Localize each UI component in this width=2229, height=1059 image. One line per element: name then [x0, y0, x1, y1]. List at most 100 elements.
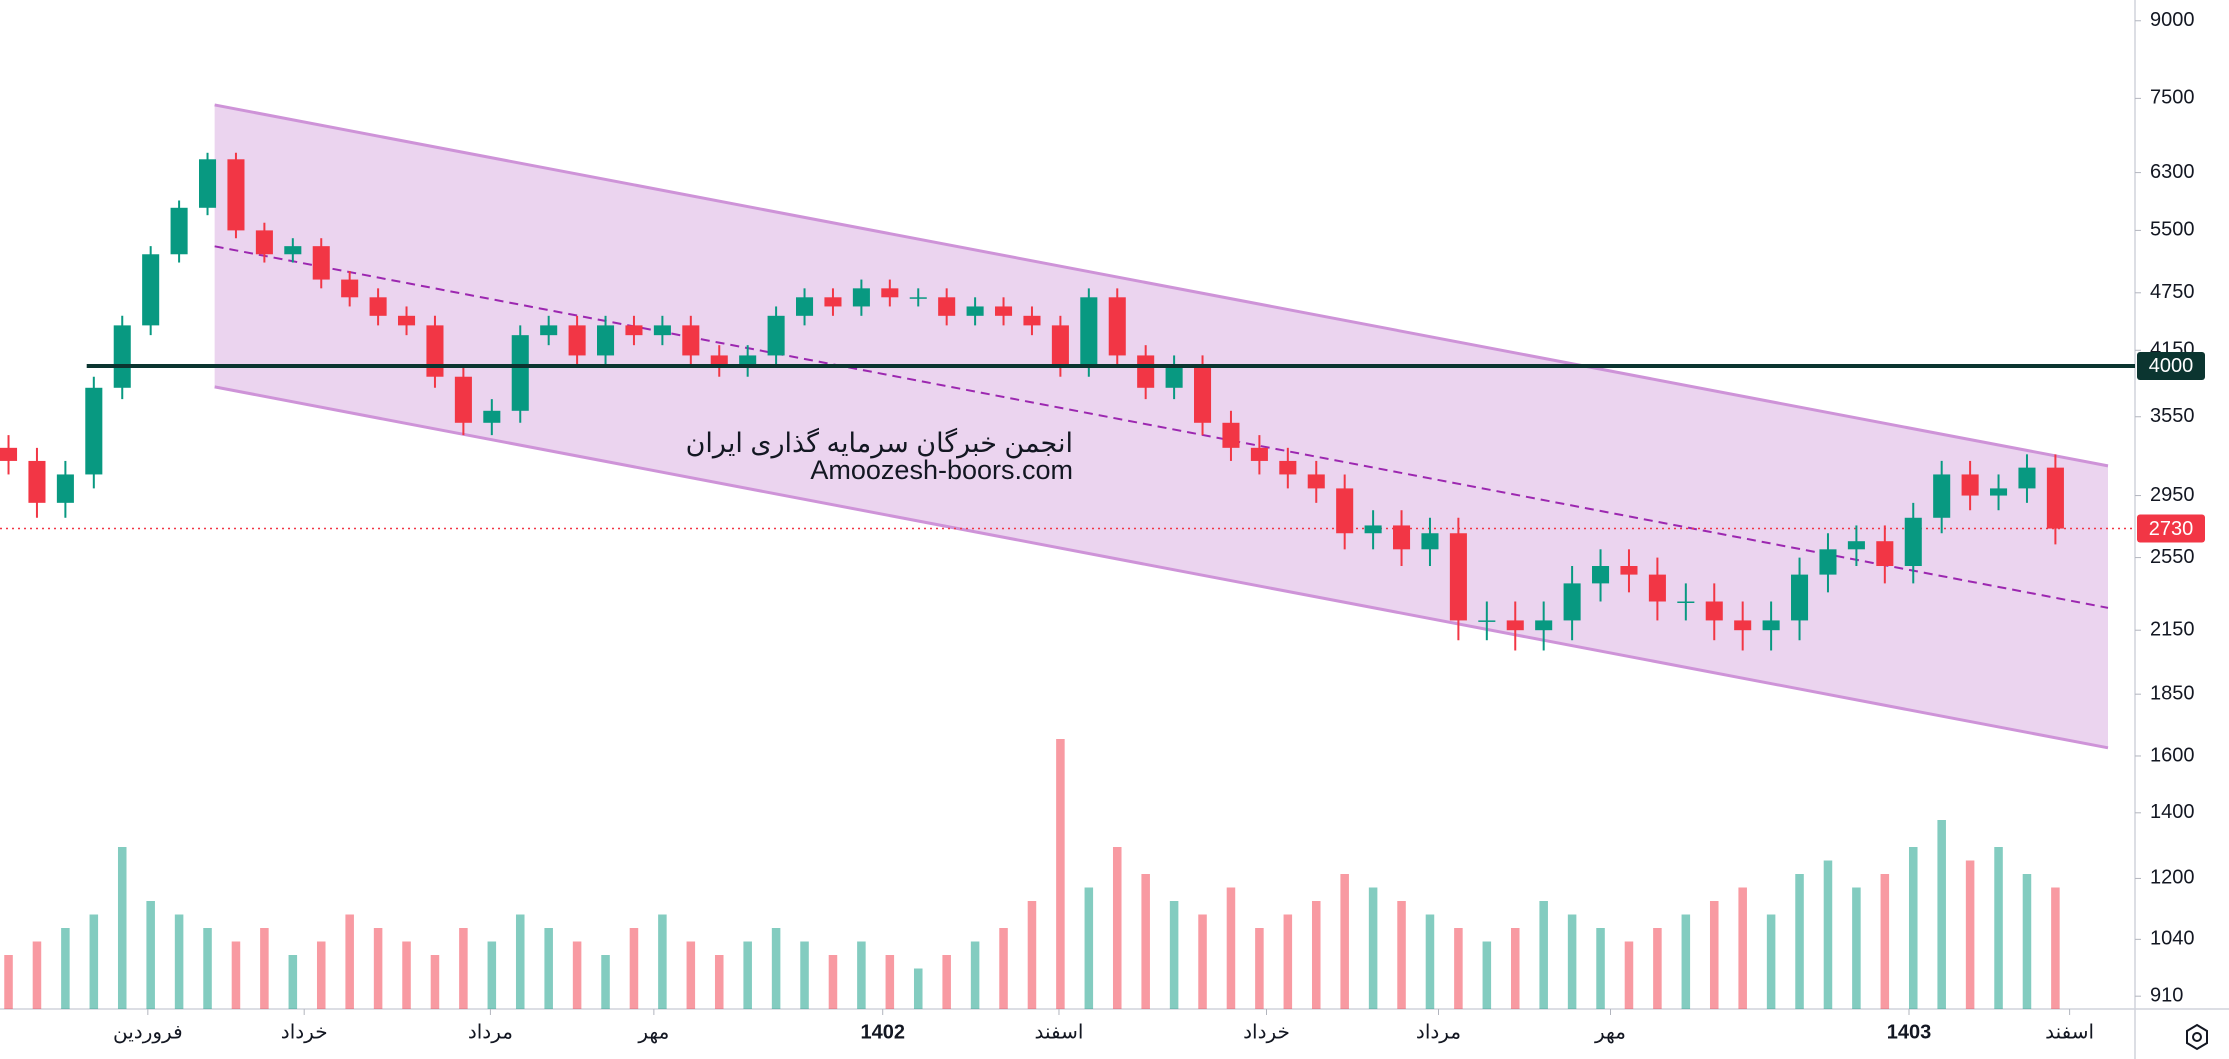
last-price-tag-bg: [2137, 514, 2205, 543]
volume-bar: [1596, 928, 1605, 1009]
volume-bar: [1823, 860, 1833, 1009]
watermark: Amoozesh-boors.com: [810, 455, 1073, 485]
volume-bar: [316, 941, 326, 1009]
volume-bar: [857, 941, 866, 1009]
candle-body: [1165, 365, 1183, 388]
candle-body: [56, 474, 74, 503]
x-tick-label: خرداد: [1243, 1021, 1290, 1043]
candle-body: [1393, 525, 1411, 550]
candle-body: [341, 279, 359, 298]
candle-body: [142, 254, 160, 326]
volume-bar: [686, 941, 696, 1009]
volume-bar: [629, 928, 639, 1009]
candle-body: [398, 315, 416, 326]
volume-bar: [1852, 887, 1861, 1009]
volume-bar: [89, 914, 99, 1009]
volume-bar: [402, 941, 411, 1009]
candle-body: [0, 447, 18, 461]
volume-bar: [260, 928, 269, 1009]
volume-bar: [1340, 874, 1349, 1009]
volume-bar: [2051, 887, 2060, 1009]
y-tick-label: 1040: [2150, 928, 2195, 950]
candle-body: [28, 460, 46, 503]
volume-bar: [1937, 820, 1946, 1009]
candle-body: [710, 355, 728, 366]
candle-body: [1961, 474, 1979, 496]
volume-bar: [1198, 914, 1207, 1009]
channel-lower: [214, 385, 2109, 750]
candle-body: [1449, 533, 1467, 621]
candle-body: [483, 410, 501, 423]
candle-body: [369, 297, 387, 316]
x-tick-label: مهر: [1594, 1021, 1626, 1043]
volume-bar: [1027, 901, 1037, 1009]
volume-bar: [942, 955, 951, 1009]
volume-bar: [459, 928, 468, 1009]
candle-body: [995, 306, 1013, 316]
candle-body: [767, 315, 785, 356]
volume-bar: [800, 941, 809, 1009]
candle-body: [1791, 574, 1809, 621]
volume-bar: [1255, 928, 1264, 1009]
volume-bar: [970, 941, 980, 1009]
volume-bar: [999, 928, 1008, 1009]
candle-body: [682, 325, 700, 356]
candle-body: [1194, 365, 1212, 423]
volume-bar: [373, 928, 383, 1009]
channel-midline: [214, 245, 2109, 609]
settings-icon[interactable]: [2186, 1023, 2208, 1051]
candle-body: [1705, 601, 1723, 621]
y-tick-label: 3550: [2150, 405, 2195, 427]
candle-body: [1080, 297, 1098, 366]
volume-bar: [487, 941, 497, 1009]
candle-body: [1364, 525, 1382, 534]
candle-body: [1478, 620, 1496, 622]
plot-area: [0, 103, 2135, 1009]
volume-bar: [1624, 941, 1634, 1009]
x-tick-label: 1403: [1887, 1021, 1932, 1043]
candle-body: [1762, 620, 1780, 631]
volume-bar: [771, 928, 781, 1009]
volume-bar: [1425, 914, 1435, 1009]
volume-bar: [515, 914, 525, 1009]
candle-body: [2018, 467, 2036, 489]
candle-body: [1904, 517, 1922, 567]
volume-bar: [430, 955, 440, 1009]
candle-body: [909, 297, 927, 299]
candle-body: [1535, 620, 1553, 631]
y-tick-label: 1200: [2150, 867, 2195, 889]
x-tick-label: مرداد: [468, 1021, 513, 1043]
candle-body: [1137, 355, 1155, 388]
volume-bar: [32, 941, 42, 1009]
last-price-tag: 2730: [2149, 518, 2194, 540]
candle-body: [1506, 620, 1524, 631]
volume-bar: [146, 901, 155, 1009]
x-tick-label: اسفند: [2045, 1021, 2094, 1043]
candle-body: [1250, 447, 1268, 461]
volume-bar: [1965, 860, 1975, 1009]
volume-bar: [1141, 874, 1150, 1009]
x-tick-label: اسفند: [1034, 1021, 1083, 1043]
candle-body: [1108, 297, 1126, 356]
candle-body: [966, 306, 984, 316]
volume-bar: [1653, 928, 1662, 1009]
volume-bar: [1908, 847, 1918, 1009]
line-price-tag: 4000: [2149, 355, 2194, 377]
candle-body: [1677, 601, 1695, 604]
volume-bar: [1482, 941, 1492, 1009]
volume-bar: [1311, 901, 1321, 1009]
x-tick-label: 1402: [860, 1021, 905, 1043]
y-tick-label: 6300: [2150, 161, 2195, 183]
volume-bar: [828, 955, 838, 1009]
candle-body: [1279, 460, 1297, 475]
candle-body: [1847, 541, 1865, 550]
y-tick-label: 910: [2150, 984, 2183, 1006]
candle-body: [255, 230, 273, 255]
volume-bar: [1368, 887, 1378, 1009]
candle-body: [511, 335, 529, 411]
candle-body: [540, 325, 558, 336]
volume-bar: [288, 955, 298, 1009]
volume-bar: [1567, 914, 1577, 1009]
candle-body: [1563, 583, 1581, 621]
candle-body: [199, 159, 217, 208]
